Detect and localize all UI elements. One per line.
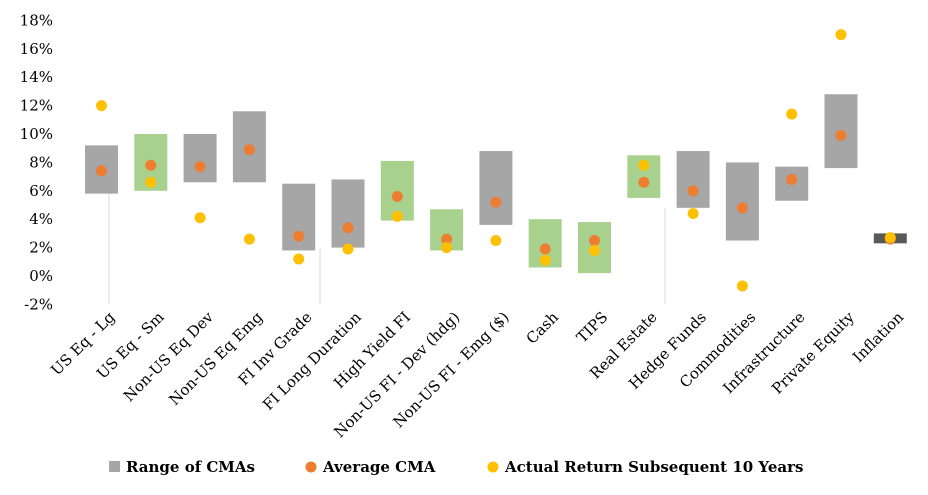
average-cma-point xyxy=(490,196,502,208)
average-cma-point xyxy=(835,129,847,141)
actual-return-point xyxy=(243,233,255,245)
actual-return-point xyxy=(342,243,354,255)
actual-return-point xyxy=(638,159,650,171)
range-bar xyxy=(380,160,414,221)
average-cma-point xyxy=(342,222,354,234)
y-tick-label: -2% xyxy=(24,295,53,313)
range-bar xyxy=(676,151,710,208)
legend-label-average: Average CMA xyxy=(322,458,436,476)
average-cma-point xyxy=(391,190,403,202)
range-bars xyxy=(85,94,907,274)
y-tick-label: 8% xyxy=(29,153,53,171)
actual-return-point xyxy=(589,244,600,256)
average-cma-point xyxy=(243,144,255,156)
actual-return-point xyxy=(884,232,896,244)
y-tick-label: 16% xyxy=(20,40,53,58)
actual-return-point xyxy=(736,280,748,292)
range-bar xyxy=(183,134,217,183)
average-cma-point xyxy=(638,176,650,188)
actual-return-point xyxy=(539,254,551,266)
x-tick-label: Cash xyxy=(523,308,563,348)
y-tick-label: 18% xyxy=(20,11,53,29)
y-tick-label: 6% xyxy=(29,182,53,200)
average-cma-point xyxy=(293,230,305,242)
y-tick-label: 10% xyxy=(20,125,53,143)
range-bar xyxy=(479,151,513,225)
legend: Range of CMAs Average CMA Actual Return … xyxy=(109,458,803,476)
actual-return-point xyxy=(490,235,502,246)
range-bar xyxy=(725,162,759,241)
range-bar xyxy=(331,179,365,248)
legend-label-range: Range of CMAs xyxy=(126,458,255,476)
actual-return-points xyxy=(96,29,896,292)
average-cma-point xyxy=(145,159,157,171)
average-cma-point xyxy=(539,243,551,255)
legend-label-actual: Actual Return Subsequent 10 Years xyxy=(504,458,803,476)
legend-swatch-actual xyxy=(487,461,499,473)
average-cma-point xyxy=(194,161,206,173)
y-tick-label: 14% xyxy=(20,68,53,86)
actual-return-point xyxy=(687,208,699,220)
average-cma-point xyxy=(96,165,107,177)
legend-swatch-average xyxy=(305,461,317,473)
y-axis: -2% 0% 2% 4% 6% 8% 10% 12% 14% 16% 18% xyxy=(20,11,53,313)
y-tick-label: 2% xyxy=(29,239,53,257)
y-tick-label: 12% xyxy=(20,97,53,115)
actual-return-point xyxy=(194,212,206,224)
actual-return-point xyxy=(835,29,847,41)
actual-return-point xyxy=(293,253,305,265)
y-tick-label: 4% xyxy=(29,210,53,228)
x-tick-label: Non-US Eq Dev xyxy=(120,308,217,405)
actual-return-point xyxy=(441,242,453,254)
average-cma-point xyxy=(441,233,453,245)
actual-return-point xyxy=(96,100,107,112)
y-tick-label: 0% xyxy=(29,267,53,285)
actual-return-point xyxy=(145,176,157,188)
average-cma-point xyxy=(786,173,798,185)
actual-return-point xyxy=(391,210,403,222)
average-cma-point xyxy=(736,202,748,214)
x-tick-label: Inflation xyxy=(849,308,907,366)
x-tick-label: TIPS xyxy=(573,308,611,346)
separator-lines xyxy=(108,193,666,305)
actual-return-point xyxy=(786,108,798,120)
average-cma-points xyxy=(96,129,896,255)
legend-swatch-range xyxy=(109,461,120,472)
average-cma-point xyxy=(687,185,699,197)
average-cma-point xyxy=(589,235,600,246)
